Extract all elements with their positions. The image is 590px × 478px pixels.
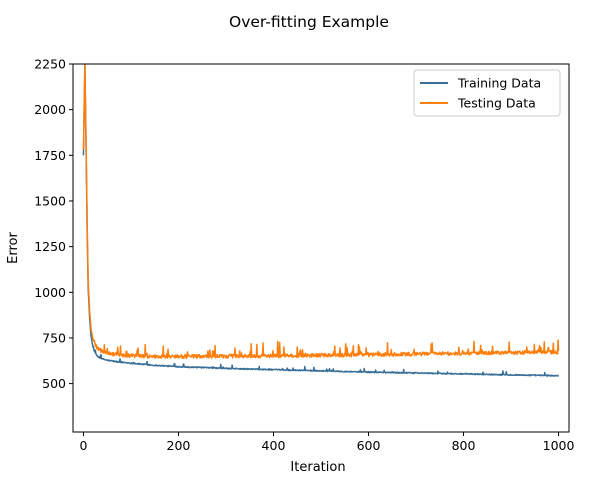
y-tick-label: 1750: [34, 148, 66, 163]
y-tick-label: 750: [42, 330, 66, 345]
x-tick-label: 0: [79, 438, 87, 453]
y-axis: 500 750 1000 1250 1500 1750 2000 2250: [34, 57, 73, 391]
y-tick-label: 2000: [34, 102, 66, 117]
y-tick-label: 1000: [34, 285, 66, 300]
legend: Training Data Testing Data: [413, 69, 561, 117]
y-axis-label: Error: [6, 232, 21, 264]
legend-label-testing: Testing Data: [457, 96, 536, 111]
series-layer: [82, 64, 560, 377]
chart-title: Over-fitting Example: [229, 13, 389, 31]
y-tick-label: 1500: [34, 193, 66, 208]
x-tick-label: 200: [167, 438, 191, 453]
legend-box: [413, 69, 561, 117]
x-tick-label: 400: [262, 438, 286, 453]
legend-label-training: Training Data: [457, 76, 541, 91]
x-tick-label: 600: [357, 438, 381, 453]
x-axis-label: Iteration: [290, 460, 345, 475]
x-tick-label: 800: [452, 438, 476, 453]
y-tick-label: 2250: [34, 57, 66, 72]
y-tick-label: 1250: [34, 239, 66, 254]
x-tick-label: 1000: [543, 438, 575, 453]
training-data-line: [82, 64, 560, 377]
testing-data-line: [82, 64, 560, 360]
x-axis: 0 200 400 600 800 1000: [79, 432, 575, 453]
plot-area-frame: [72, 63, 570, 433]
y-tick-label: 500: [42, 376, 66, 391]
